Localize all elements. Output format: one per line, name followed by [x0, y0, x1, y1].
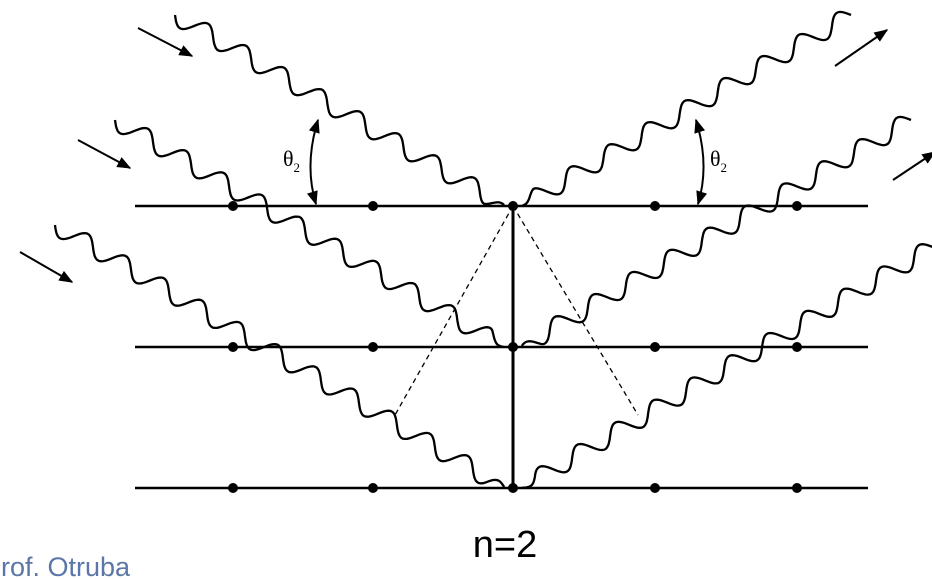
atom: [368, 342, 378, 352]
atom: [508, 342, 518, 352]
atom: [792, 483, 802, 493]
reflected-arrow: [834, 29, 889, 67]
dashed-line: [512, 205, 639, 416]
incident-arrow: [19, 251, 74, 283]
atom: [228, 342, 238, 352]
atom: [650, 483, 660, 493]
atoms: [228, 201, 802, 493]
wave: [173, 14, 505, 206]
angle-label: θ2: [283, 146, 300, 175]
angle-subscript: 2: [294, 160, 301, 175]
atom: [228, 483, 238, 493]
caption: n=2: [473, 524, 537, 566]
angle-subscript: 2: [721, 160, 728, 175]
angle-arrow: [694, 118, 708, 206]
reflected-arrow: [892, 151, 932, 181]
incident-arrow: [77, 139, 132, 169]
atom: [368, 483, 378, 493]
path-difference: [394, 205, 639, 416]
atom: [508, 201, 518, 211]
direction-arrows: [19, 27, 932, 283]
angle-symbol: θ: [283, 146, 294, 171]
atom: [792, 201, 802, 211]
dashed-line: [394, 205, 514, 416]
angle-symbol: θ: [710, 146, 721, 171]
angle-arrow: [306, 118, 320, 206]
atom: [228, 201, 238, 211]
atom: [368, 201, 378, 211]
atom: [508, 483, 518, 493]
wave: [113, 119, 504, 349]
wave: [520, 115, 912, 347]
author: prof. Otruba: [0, 552, 131, 579]
waves: [53, 10, 932, 489]
wave: [53, 224, 506, 488]
angle-label: θ2: [710, 146, 727, 175]
wave: [522, 243, 932, 489]
atom: [650, 342, 660, 352]
atom: [792, 342, 802, 352]
incident-arrow: [137, 27, 194, 57]
atom: [650, 201, 660, 211]
wave: [521, 10, 852, 207]
